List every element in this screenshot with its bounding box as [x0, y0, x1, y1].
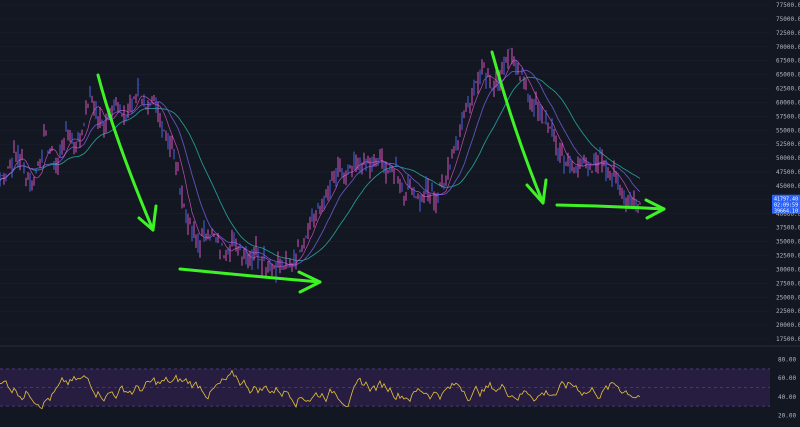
price-tick-label: 70000.00: [776, 44, 800, 51]
candles: [0, 47, 641, 283]
price-tick-label: 65000.00: [776, 72, 800, 79]
rsi-tick-label: 80.00: [778, 357, 796, 364]
price-tick-label: 52500.00: [776, 141, 800, 148]
price-tick-label: 20000.00: [776, 322, 800, 329]
rsi-tick-label: 20.00: [778, 412, 796, 419]
price-tick-label: 67500.00: [776, 58, 800, 65]
price-axis: 17500.00 20000.00 22500.00 25000.00 27500.00…: [776, 2, 800, 343]
flat-arrow-1-head: [297, 270, 322, 294]
price-tick-label: 75000.00: [776, 16, 800, 23]
current-price-text: 39664.10: [774, 209, 798, 215]
price-tick-label: 35000.00: [776, 239, 800, 246]
flat-arrow-1: [178, 267, 322, 284]
price-tick-label: 72500.00: [776, 30, 800, 37]
price-tick-label: 17500.00: [776, 336, 800, 343]
price-tick-label: 40000.00: [776, 211, 800, 218]
down-arrow-2: [490, 50, 545, 205]
annotations: [96, 50, 666, 294]
current-price-text: 02:09:59: [774, 203, 798, 209]
rsi-tick-label: 40.00: [778, 394, 796, 401]
current-price-text: 41797.40: [774, 197, 798, 203]
rsi-line: [0, 369, 641, 410]
price-tick-label: 57500.00: [776, 113, 800, 120]
down-arrow-2-head: [525, 178, 548, 205]
price-tick-label: 77500.00: [776, 2, 800, 9]
ma-slow-line: [0, 76, 641, 262]
rsi-tick-label: 60.00: [778, 375, 796, 382]
price-tick-label: 45000.00: [776, 183, 800, 190]
grid: [0, 4, 770, 340]
price-tick-label: 25000.00: [776, 294, 800, 301]
price-tick-label: 27500.00: [776, 280, 800, 287]
price-tick-label: 32500.00: [776, 253, 800, 260]
price-tick-label: 55000.00: [776, 127, 800, 134]
ma-mid-line: [0, 69, 641, 266]
price-tick-label: 47500.00: [776, 169, 800, 176]
price-tick-label: 30000.00: [776, 266, 800, 273]
price-tick-label: 50000.00: [776, 155, 800, 162]
down-arrow-1-head: [137, 204, 158, 232]
price-tick-label: 62500.00: [776, 86, 800, 93]
down-arrow-1: [96, 73, 155, 232]
price-tick-label: 37500.00: [776, 225, 800, 232]
current-price-tag: [772, 194, 800, 214]
price-tick-label: 22500.00: [776, 308, 800, 315]
flat-arrow-2-head: [644, 198, 666, 220]
ma-fast-line: [0, 59, 641, 268]
flat-arrow-2: [555, 203, 666, 211]
price-tick-label: 60000.00: [776, 99, 800, 106]
